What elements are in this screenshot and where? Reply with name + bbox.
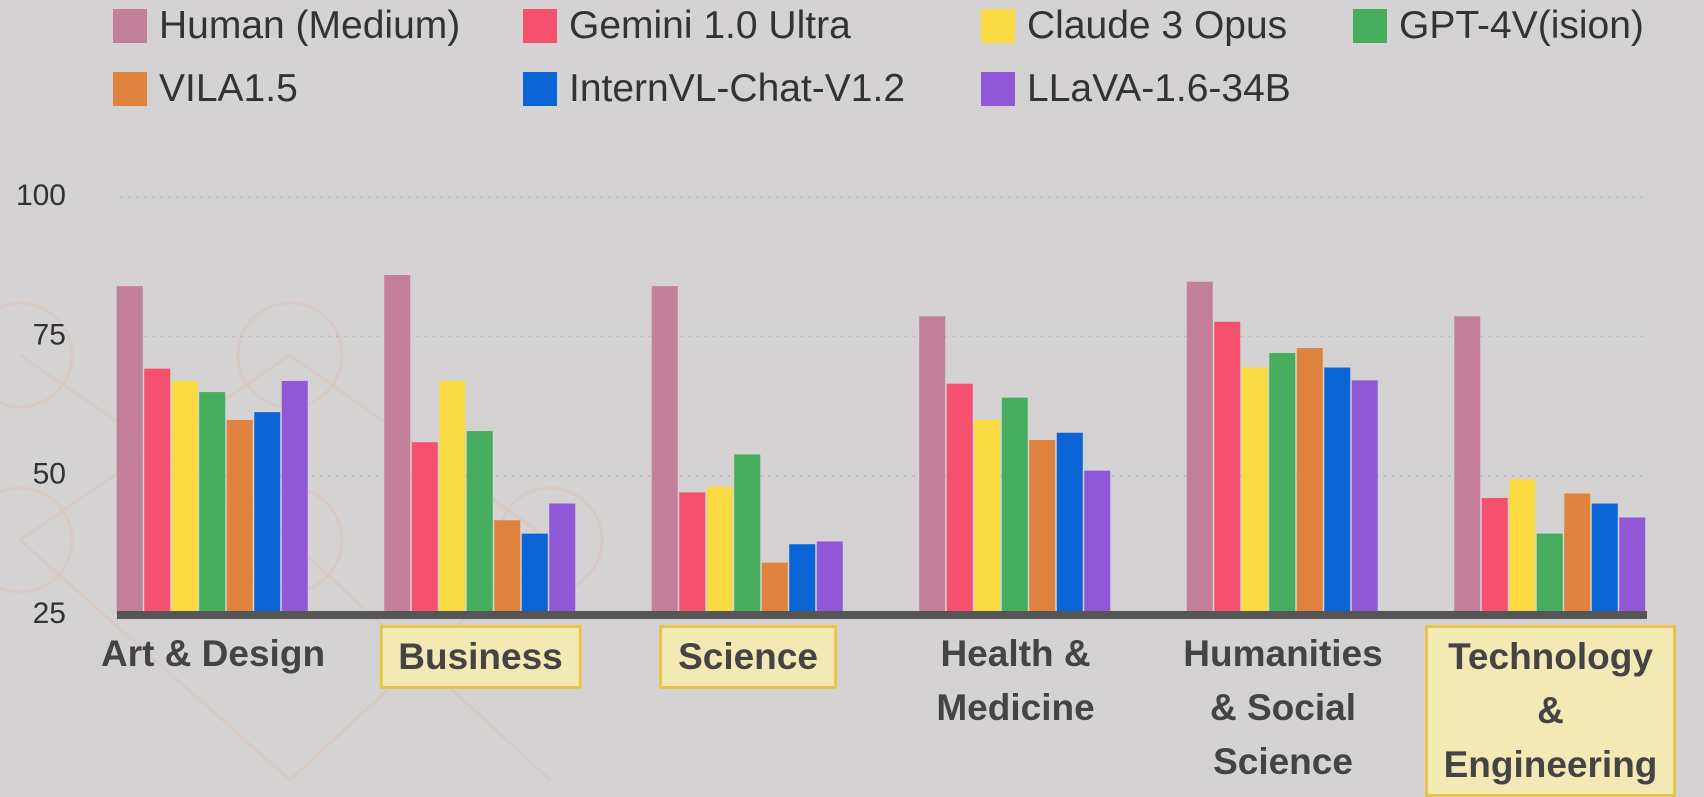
- bar: [816, 541, 843, 615]
- bar: [761, 562, 788, 615]
- x-tick-label: Humanities & Social Science: [1183, 633, 1383, 782]
- bar: [254, 412, 281, 615]
- bar: [1454, 316, 1481, 615]
- legend-item: VILA1.5: [113, 67, 298, 111]
- legend-swatch: [981, 72, 1015, 106]
- bar: [1324, 367, 1351, 615]
- legend-swatch: [981, 9, 1015, 43]
- bar: [1056, 432, 1083, 615]
- bar: [411, 442, 438, 615]
- bar: [1029, 439, 1056, 615]
- bar: [1481, 497, 1508, 615]
- legend-label: Human (Medium): [159, 4, 461, 47]
- x-tick-label: Technology & Engineering: [1424, 625, 1677, 797]
- bar: [494, 520, 521, 615]
- legend-label: GPT-4V(ision): [1399, 4, 1644, 47]
- legend-swatch: [113, 9, 147, 43]
- bar: [116, 286, 143, 615]
- x-tick-label: Business: [379, 625, 582, 689]
- bar: [1591, 503, 1618, 615]
- bar: [1186, 281, 1213, 615]
- bar: [974, 419, 1001, 615]
- bar: [1001, 397, 1028, 615]
- legend-label: VILA1.5: [159, 67, 298, 110]
- legend-swatch: [523, 72, 557, 106]
- bar: [466, 431, 493, 615]
- bar: [439, 380, 466, 615]
- bar: [281, 380, 308, 615]
- bar: [171, 380, 198, 615]
- legend-label: LLaVA-1.6-34B: [1027, 67, 1291, 110]
- bar: [384, 275, 411, 615]
- bar: [706, 486, 733, 615]
- legend-item: Gemini 1.0 Ultra: [523, 4, 851, 48]
- bar: [1351, 380, 1378, 615]
- legend-label: Gemini 1.0 Ultra: [569, 4, 851, 47]
- bar: [679, 492, 706, 615]
- bar: [144, 368, 171, 615]
- legend-item: Claude 3 Opus: [981, 4, 1287, 48]
- bar: [1241, 367, 1268, 615]
- bar: [521, 533, 548, 615]
- legend-item: Human (Medium): [113, 4, 460, 48]
- legend-swatch: [1353, 9, 1387, 43]
- x-tick-label: Science: [659, 625, 837, 689]
- legend-swatch: [113, 72, 147, 106]
- bar: [1084, 470, 1111, 615]
- legend-label: Claude 3 Opus: [1027, 4, 1288, 47]
- bar: [1509, 479, 1536, 615]
- legend-label: InternVL-Chat-V1.2: [569, 67, 906, 110]
- y-tick-label: 50: [33, 458, 66, 491]
- bar: [199, 392, 226, 615]
- bar: [226, 419, 253, 615]
- x-tick-label: Health & Medicine: [936, 633, 1095, 728]
- bar: [946, 383, 973, 615]
- y-tick-label: 25: [33, 597, 66, 630]
- y-tick-label: 75: [33, 318, 66, 351]
- y-tick-label: 100: [16, 179, 66, 212]
- legend-item: LLaVA-1.6-34B: [981, 67, 1291, 111]
- x-tick-label: Art & Design: [100, 633, 326, 674]
- legend-swatch: [523, 9, 557, 43]
- bar: [1214, 321, 1241, 615]
- bar: [919, 316, 946, 615]
- bar: [549, 503, 576, 615]
- legend-item: InternVL-Chat-V1.2: [523, 67, 905, 111]
- bar: [1619, 517, 1646, 615]
- bar: [734, 454, 761, 615]
- bar: [651, 286, 678, 615]
- bar: [1564, 493, 1591, 615]
- bar: [1269, 353, 1296, 615]
- legend-item: GPT-4V(ision): [1353, 4, 1644, 48]
- bar: [1536, 533, 1563, 615]
- bar: [789, 544, 816, 615]
- bar: [1296, 348, 1323, 615]
